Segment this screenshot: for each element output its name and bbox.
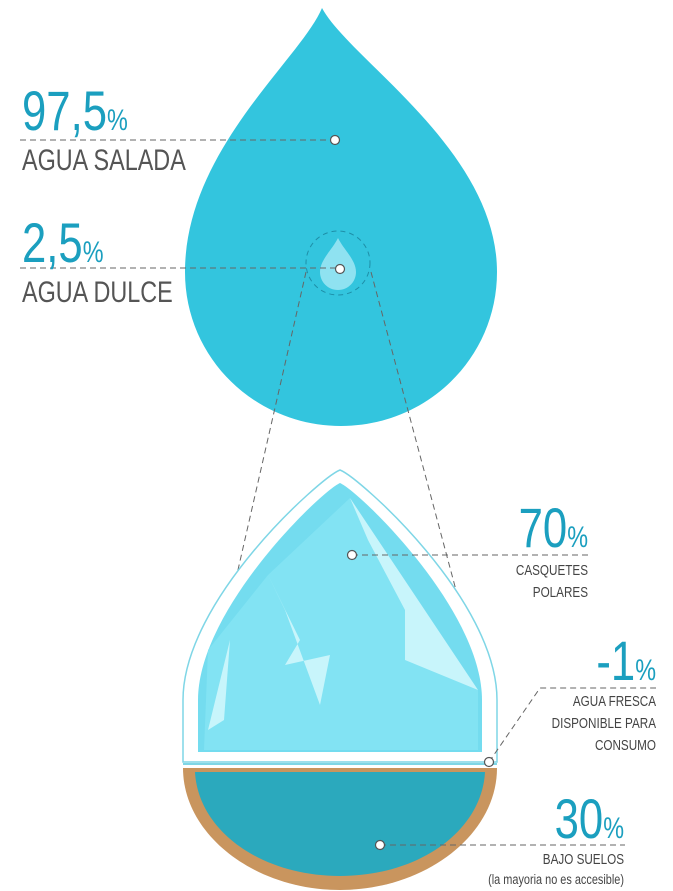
value: 2,5 (22, 212, 83, 274)
unit: % (83, 235, 104, 268)
unit: % (107, 103, 128, 136)
marker (336, 265, 345, 274)
unit: % (603, 811, 624, 844)
stat-label: POLARES (533, 584, 588, 601)
marker (331, 136, 340, 145)
stat-label: AGUA SALADA (22, 143, 186, 176)
unit: % (567, 520, 588, 553)
marker (348, 551, 357, 560)
stat: -1% AGUA FRESCA DISPONIBLE PARA CONSUMO (552, 630, 656, 754)
stat-label: BAJO SUELOS (543, 851, 624, 868)
stat-value: 2,5% (22, 212, 104, 274)
marker (376, 841, 385, 850)
value: 30 (555, 788, 604, 850)
stat: 97,5% AGUA SALADA (22, 80, 186, 177)
stat-label: CONSUMO (595, 737, 656, 754)
stat-value: 97,5% (22, 80, 128, 142)
stat: 30% BAJO SUELOS (la mayoria no es accesi… (488, 788, 624, 888)
stat-label: AGUA FRESCA (573, 693, 656, 710)
value: -1 (596, 630, 635, 692)
stat-note: (la mayoria no es accesible) (488, 872, 624, 888)
stat-label: DISPONIBLE PARA (552, 715, 656, 732)
unit: % (635, 653, 656, 686)
salt-water-drop (185, 8, 497, 426)
value: 70 (519, 497, 568, 559)
stat-value: -1% (596, 630, 656, 692)
value: 97,5 (22, 80, 107, 142)
stat-value: 30% (555, 788, 624, 850)
stat: 70% CASQUETES POLARES (516, 497, 588, 601)
stat-label: CASQUETES (516, 562, 588, 579)
stat-value: 70% (519, 497, 588, 559)
infographic: 97,5% AGUA SALADA 2,5% AGUA DULCE 70% CA… (0, 0, 673, 891)
marker (485, 758, 494, 767)
stat: 2,5% AGUA DULCE (22, 212, 173, 309)
stat-label: AGUA DULCE (22, 275, 173, 308)
